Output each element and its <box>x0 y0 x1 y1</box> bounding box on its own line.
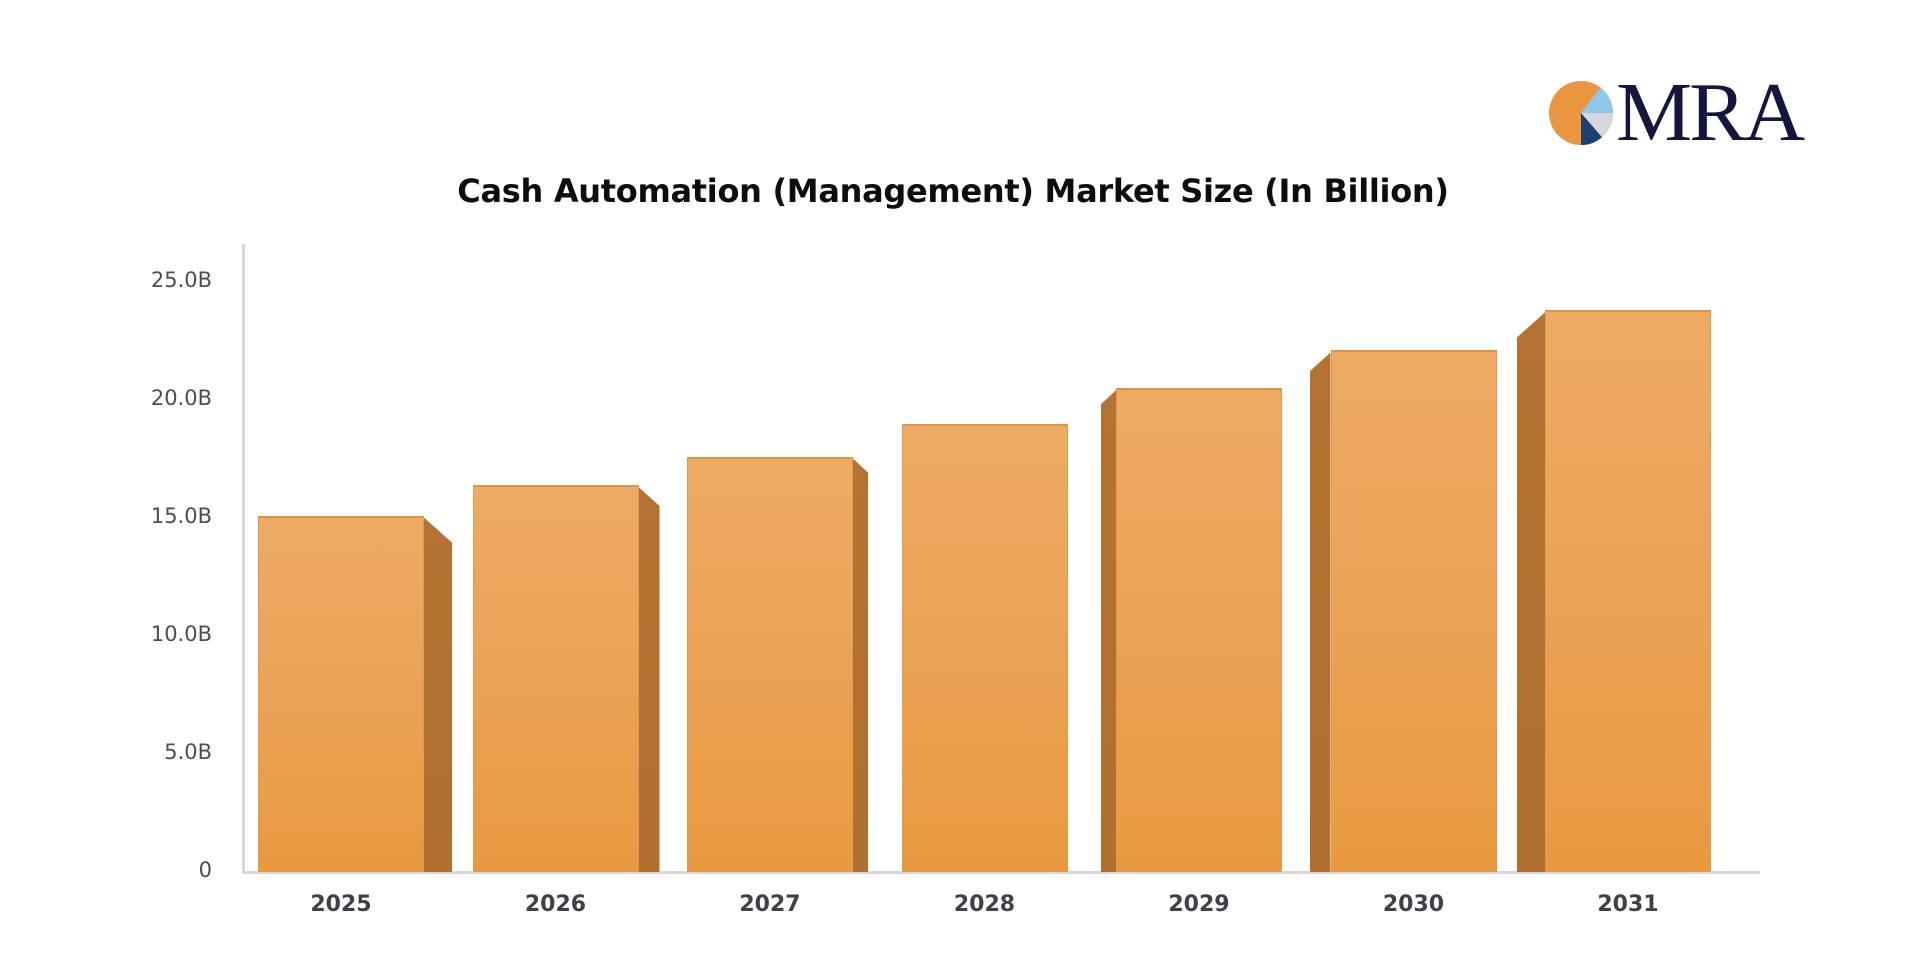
bar-front-face <box>687 456 853 872</box>
logo-text: MRA <box>1616 66 1805 159</box>
bar-2025[interactable] <box>258 515 452 872</box>
bar-front-face <box>472 484 639 872</box>
y-axis-tick-label: 15.0B <box>150 504 212 528</box>
bar-2031[interactable] <box>1517 310 1711 872</box>
bar-front-face <box>1545 310 1711 872</box>
y-axis-tick-label: 5.0B <box>164 740 212 764</box>
y-axis-tick-label: 20.0B <box>150 386 212 410</box>
bar-2026[interactable] <box>472 484 660 872</box>
x-axis-tick-label: 2031 <box>1597 892 1659 917</box>
bar-side-face <box>1517 312 1545 872</box>
bar-side-face <box>1309 352 1331 872</box>
bar-2030[interactable] <box>1309 350 1497 872</box>
y-axis-tick-label: 0 <box>198 858 212 882</box>
pie-chart-logo-icon <box>1549 81 1613 146</box>
bar-side-face <box>638 486 660 872</box>
bar-side-face <box>424 517 452 872</box>
bar-side-face <box>853 458 868 872</box>
y-axis-tick-label: 10.0B <box>150 622 212 646</box>
x-axis-tick-label: 2030 <box>1382 892 1445 917</box>
x-axis-tick-label: 2027 <box>739 892 801 917</box>
bar-front-face <box>1330 350 1497 872</box>
bar-2027[interactable] <box>687 456 868 872</box>
bar-front-face <box>258 515 424 872</box>
y-axis-tick-label: 25.0B <box>150 268 212 292</box>
bar-2028[interactable] <box>901 423 1068 872</box>
bar-front-face <box>1116 388 1282 872</box>
y-axis-line <box>242 244 245 871</box>
bar-front-face <box>901 423 1068 872</box>
chart-title: Cash Automation (Management) Market Size… <box>457 172 1449 210</box>
x-axis-line <box>242 871 1760 874</box>
mra-logo: MRA <box>1548 71 1805 155</box>
bar-side-face <box>1101 390 1116 872</box>
x-axis-tick-label: 2025 <box>310 892 372 917</box>
x-axis-tick-label: 2029 <box>1168 892 1230 917</box>
bar-chart-plot-area: 0 5.0B 10.0B 15.0B 20.0B 25.0B 2025 2026 2027 202… <box>151 244 1760 917</box>
x-axis-tick-label: 2026 <box>524 892 587 917</box>
x-axis-tick-label: 2028 <box>953 892 1016 917</box>
bar-2029[interactable] <box>1101 388 1282 872</box>
